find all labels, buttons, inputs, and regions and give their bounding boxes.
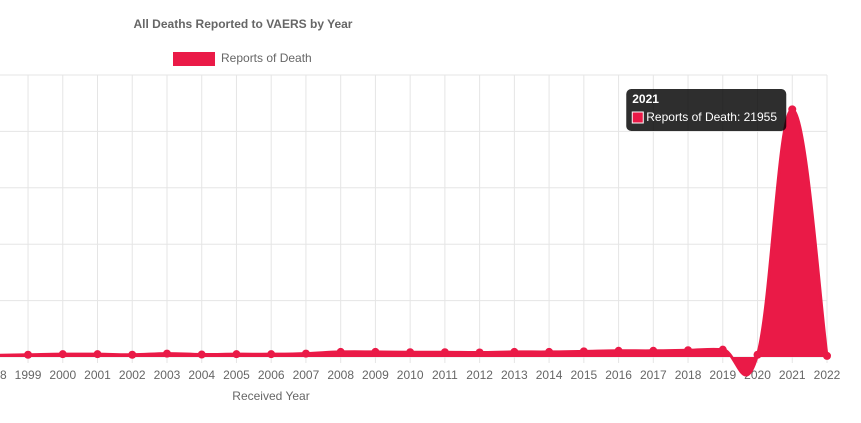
- point: [197, 350, 206, 359]
- x-tick-label: 2021: [779, 368, 806, 382]
- x-tick-label: 2005: [223, 368, 250, 382]
- point: [336, 347, 345, 356]
- chart-title: All Deaths Reported to VAERS by Year: [134, 17, 353, 31]
- point: [24, 350, 33, 359]
- line: [0, 107, 829, 377]
- point: [614, 346, 623, 355]
- point: [823, 351, 831, 360]
- point: [162, 349, 171, 358]
- tooltip-box: [626, 89, 787, 131]
- point: [753, 350, 762, 359]
- tooltip: 2021 Reports of Death: 21955: [626, 89, 787, 131]
- x-tick-label: 2004: [188, 368, 215, 382]
- legend-swatch: [173, 52, 215, 66]
- x-tick-label: 2019: [709, 368, 736, 382]
- x-tick-label: 2008: [327, 368, 354, 382]
- x-tick-label: 2010: [397, 368, 424, 382]
- point: [406, 348, 415, 357]
- point: [371, 347, 380, 356]
- x-tick-label: 2007: [293, 368, 320, 382]
- x-tick-label: 2014: [536, 368, 563, 382]
- point: [232, 350, 241, 359]
- point: [545, 347, 554, 356]
- x-tick-label: 2022: [814, 368, 841, 382]
- point: [128, 350, 137, 359]
- x-tick-label: 1999: [15, 368, 42, 382]
- point: [267, 350, 276, 359]
- point: [58, 350, 67, 359]
- point: [301, 349, 310, 358]
- tooltip-title: 2021: [632, 92, 659, 106]
- x-axis-title: Received Year: [232, 389, 309, 403]
- legend[interactable]: Reports of Death: [173, 51, 312, 66]
- x-tick-label: 2002: [119, 368, 146, 382]
- x-tick-label: 2006: [258, 368, 285, 382]
- point: [93, 350, 102, 359]
- point: [440, 348, 449, 357]
- point: [579, 347, 588, 356]
- x-tick-label: 2011: [432, 368, 458, 382]
- point: [510, 347, 519, 356]
- point: [788, 105, 797, 114]
- point: [718, 345, 727, 354]
- tooltip-swatch: [631, 111, 644, 124]
- point: [475, 348, 484, 357]
- x-tick-label: 1998: [0, 368, 7, 382]
- x-tick-label: 2003: [154, 368, 181, 382]
- point: [649, 346, 658, 355]
- tooltip-label: Reports of Death: 21955: [646, 110, 777, 124]
- x-tick-label: 2009: [362, 368, 389, 382]
- x-tick-label: 2012: [466, 368, 493, 382]
- x-tick-label: 2018: [675, 368, 702, 382]
- x-tick-label: 2000: [49, 368, 76, 382]
- x-tick-label: 2016: [605, 368, 632, 382]
- x-tick-label: 2015: [570, 368, 597, 382]
- x-tick-label: 2001: [84, 368, 111, 382]
- area-fill: [0, 109, 827, 375]
- x-tick-label: 2013: [501, 368, 528, 382]
- x-tick-label: 2017: [640, 368, 667, 382]
- point: [684, 346, 693, 355]
- legend-label: Reports of Death: [221, 51, 312, 65]
